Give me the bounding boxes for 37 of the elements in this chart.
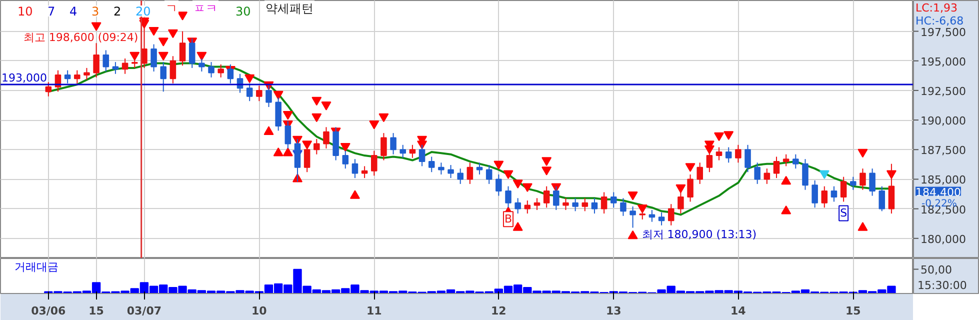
y-tick-label: 180,000 [920,232,966,246]
annotation: ㄱ [166,2,178,16]
annotation: B [504,212,512,226]
y-tick-label: 190,000 [920,114,966,128]
x-tick-label: 03/06 [31,304,66,318]
annotation: ㅍㅋ [194,2,218,16]
x-tick-label: 15 [88,304,104,318]
annotation: 7 [48,4,56,18]
text: 10 [18,4,33,18]
annotation: S [840,206,848,220]
x-tick-label: 13 [606,304,622,318]
annotation: 최고 198,600 (09:24) [23,30,138,44]
text: 184,400 [916,186,961,199]
text: LC:1,93 [916,2,958,14]
y-tick-label: 192,500 [920,84,966,98]
text: 50,00 [920,264,952,277]
chart-title: 거래대금 [14,260,58,274]
x-tick-label: 14 [730,304,746,318]
annotation: 최저 180,900 (13:13) [642,228,757,242]
y-tick-label: 185,000 [920,174,966,187]
annotation: 30 [236,4,251,18]
text: 15:30:00 [918,278,967,292]
y-tick-label: 195,000 [920,55,966,68]
y-tick-label: 197,500 [920,26,966,39]
x-tick-label: 12 [491,304,506,318]
annotation: 20 [136,4,151,18]
ref-line-label: 193,000 [2,72,47,85]
annotation: 2 [114,4,122,18]
x-tick-label: 11 [366,304,382,318]
x-tick-label: 03/07 [126,304,162,318]
x-tick-label: 15 [845,304,861,318]
annotation: 약세패턴 [266,2,314,16]
x-tick-label: 10 [252,304,268,318]
y-tick-label: 187,500 [920,144,966,158]
annotation: 4 [70,4,78,18]
text: HC:-6,68 [916,14,964,28]
annotation: 3 [92,4,100,18]
